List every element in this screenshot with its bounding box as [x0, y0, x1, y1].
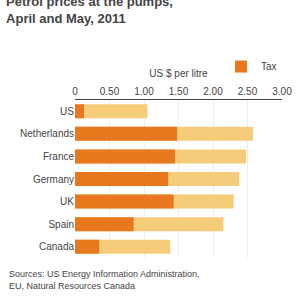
- svg-text:US: US: [60, 106, 74, 117]
- svg-text:Canada: Canada: [39, 241, 74, 252]
- svg-text:Spain: Spain: [48, 219, 74, 230]
- svg-text:1.00: 1.00: [134, 86, 154, 97]
- svg-text:0.50: 0.50: [100, 86, 120, 97]
- svg-text:Sources: US Energy Information: Sources: US Energy Information Administr…: [9, 269, 200, 291]
- svg-text:France: France: [43, 151, 75, 162]
- svg-text:1.50: 1.50: [169, 86, 189, 97]
- svg-text:2.00: 2.00: [203, 86, 223, 97]
- svg-text:Petrol prices at the pumps,Apr: Petrol prices at the pumps,April and May…: [6, 0, 173, 26]
- svg-text:0: 0: [72, 86, 78, 97]
- svg-text:Netherlands: Netherlands: [20, 128, 74, 139]
- svg-text:Germany: Germany: [33, 174, 74, 185]
- svg-text:UK: UK: [60, 196, 74, 207]
- svg-text:US $ per litre: US $ per litre: [149, 68, 208, 79]
- svg-text:Tax: Tax: [261, 61, 277, 72]
- svg-text:2.50: 2.50: [238, 86, 258, 97]
- svg-text:3.00: 3.00: [272, 86, 292, 97]
